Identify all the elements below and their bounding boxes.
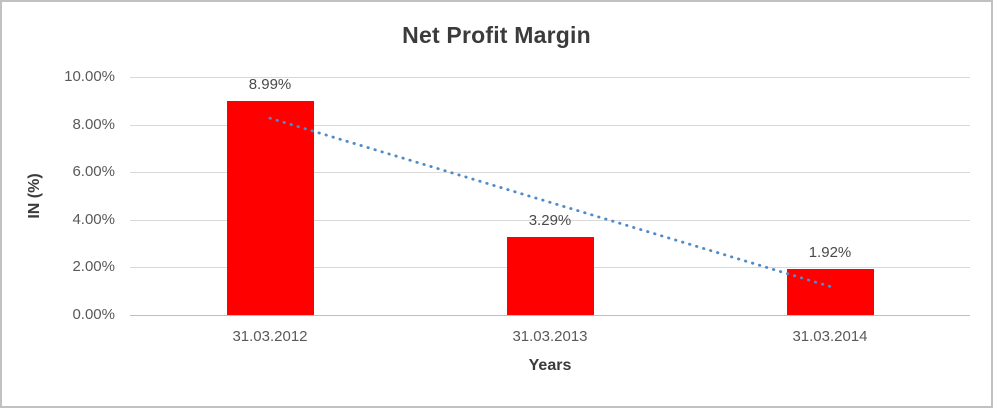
data-label: 3.29% [528,211,572,229]
y-tick-label: 6.00% [72,163,115,181]
x-tick-label: 31.03.2012 [232,328,308,345]
gridline [130,77,970,78]
y-axis-title: IN (%) [26,173,43,219]
trendline [268,116,832,288]
x-axis-line [130,315,970,316]
y-tick-label: 10.00% [64,68,115,85]
y-tick-label: 4.00% [72,210,115,228]
y-tick-label: 8.00% [72,115,115,133]
gridline [130,124,970,126]
gridline [130,172,970,174]
bar-31.03.2012[interactable] [226,101,314,315]
x-axis-title: Years [528,357,572,374]
data-label: 1.92% [808,244,852,262]
x-tick-label: 31.03.2014 [792,328,868,345]
x-tick-label: 31.03.2013 [512,328,588,345]
y-tick-label: 2.00% [72,258,115,276]
y-tick-label: 0.00% [72,306,115,323]
gridline [130,219,970,221]
chart-title: Net Profit Margin [402,22,591,48]
bar-31.03.2013[interactable] [506,236,594,315]
data-label: 8.99% [248,76,292,94]
